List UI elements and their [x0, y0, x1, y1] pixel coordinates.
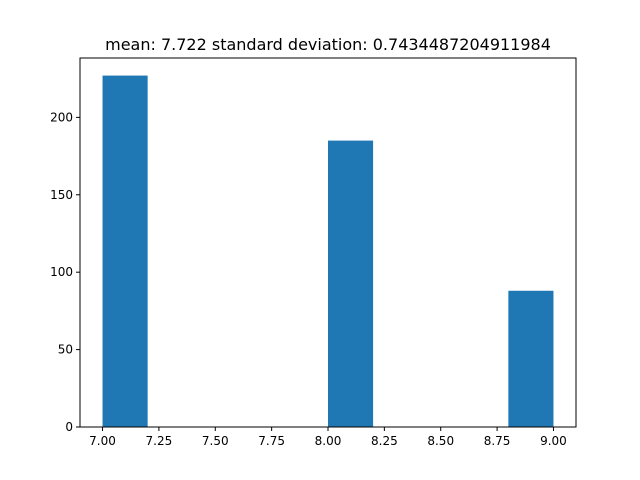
x-tick-label: 9.00 — [540, 434, 567, 448]
x-tick-label: 8.75 — [484, 434, 511, 448]
x-tick-label: 8.00 — [315, 434, 342, 448]
y-tick-label: 100 — [50, 265, 73, 279]
x-axis-ticks: 7.00 7.25 7.50 7.75 8.00 8.25 8.50 8.75 9.00 — [89, 427, 567, 448]
y-tick-label: 150 — [50, 188, 73, 202]
chart-title: mean: 7.722 standard deviation: 0.743448… — [105, 35, 551, 54]
histogram-bar-0 — [102, 75, 148, 428]
x-tick-label: 7.25 — [146, 434, 173, 448]
x-tick-label: 7.00 — [89, 434, 116, 448]
x-tick-label: 8.25 — [371, 434, 398, 448]
bars-group — [102, 75, 554, 428]
histogram-bar-5 — [328, 140, 374, 428]
histogram-bar-9 — [508, 290, 554, 427]
y-tick-label: 200 — [50, 110, 73, 124]
x-tick-label: 7.50 — [202, 434, 229, 448]
y-tick-label: 50 — [58, 343, 73, 357]
plot-frame — [79, 57, 577, 428]
x-tick-label: 7.75 — [258, 434, 285, 448]
x-tick-label: 8.50 — [427, 434, 454, 448]
y-tick-label: 0 — [65, 420, 73, 434]
y-axis-ticks: 0 50 100 150 200 — [50, 110, 80, 434]
